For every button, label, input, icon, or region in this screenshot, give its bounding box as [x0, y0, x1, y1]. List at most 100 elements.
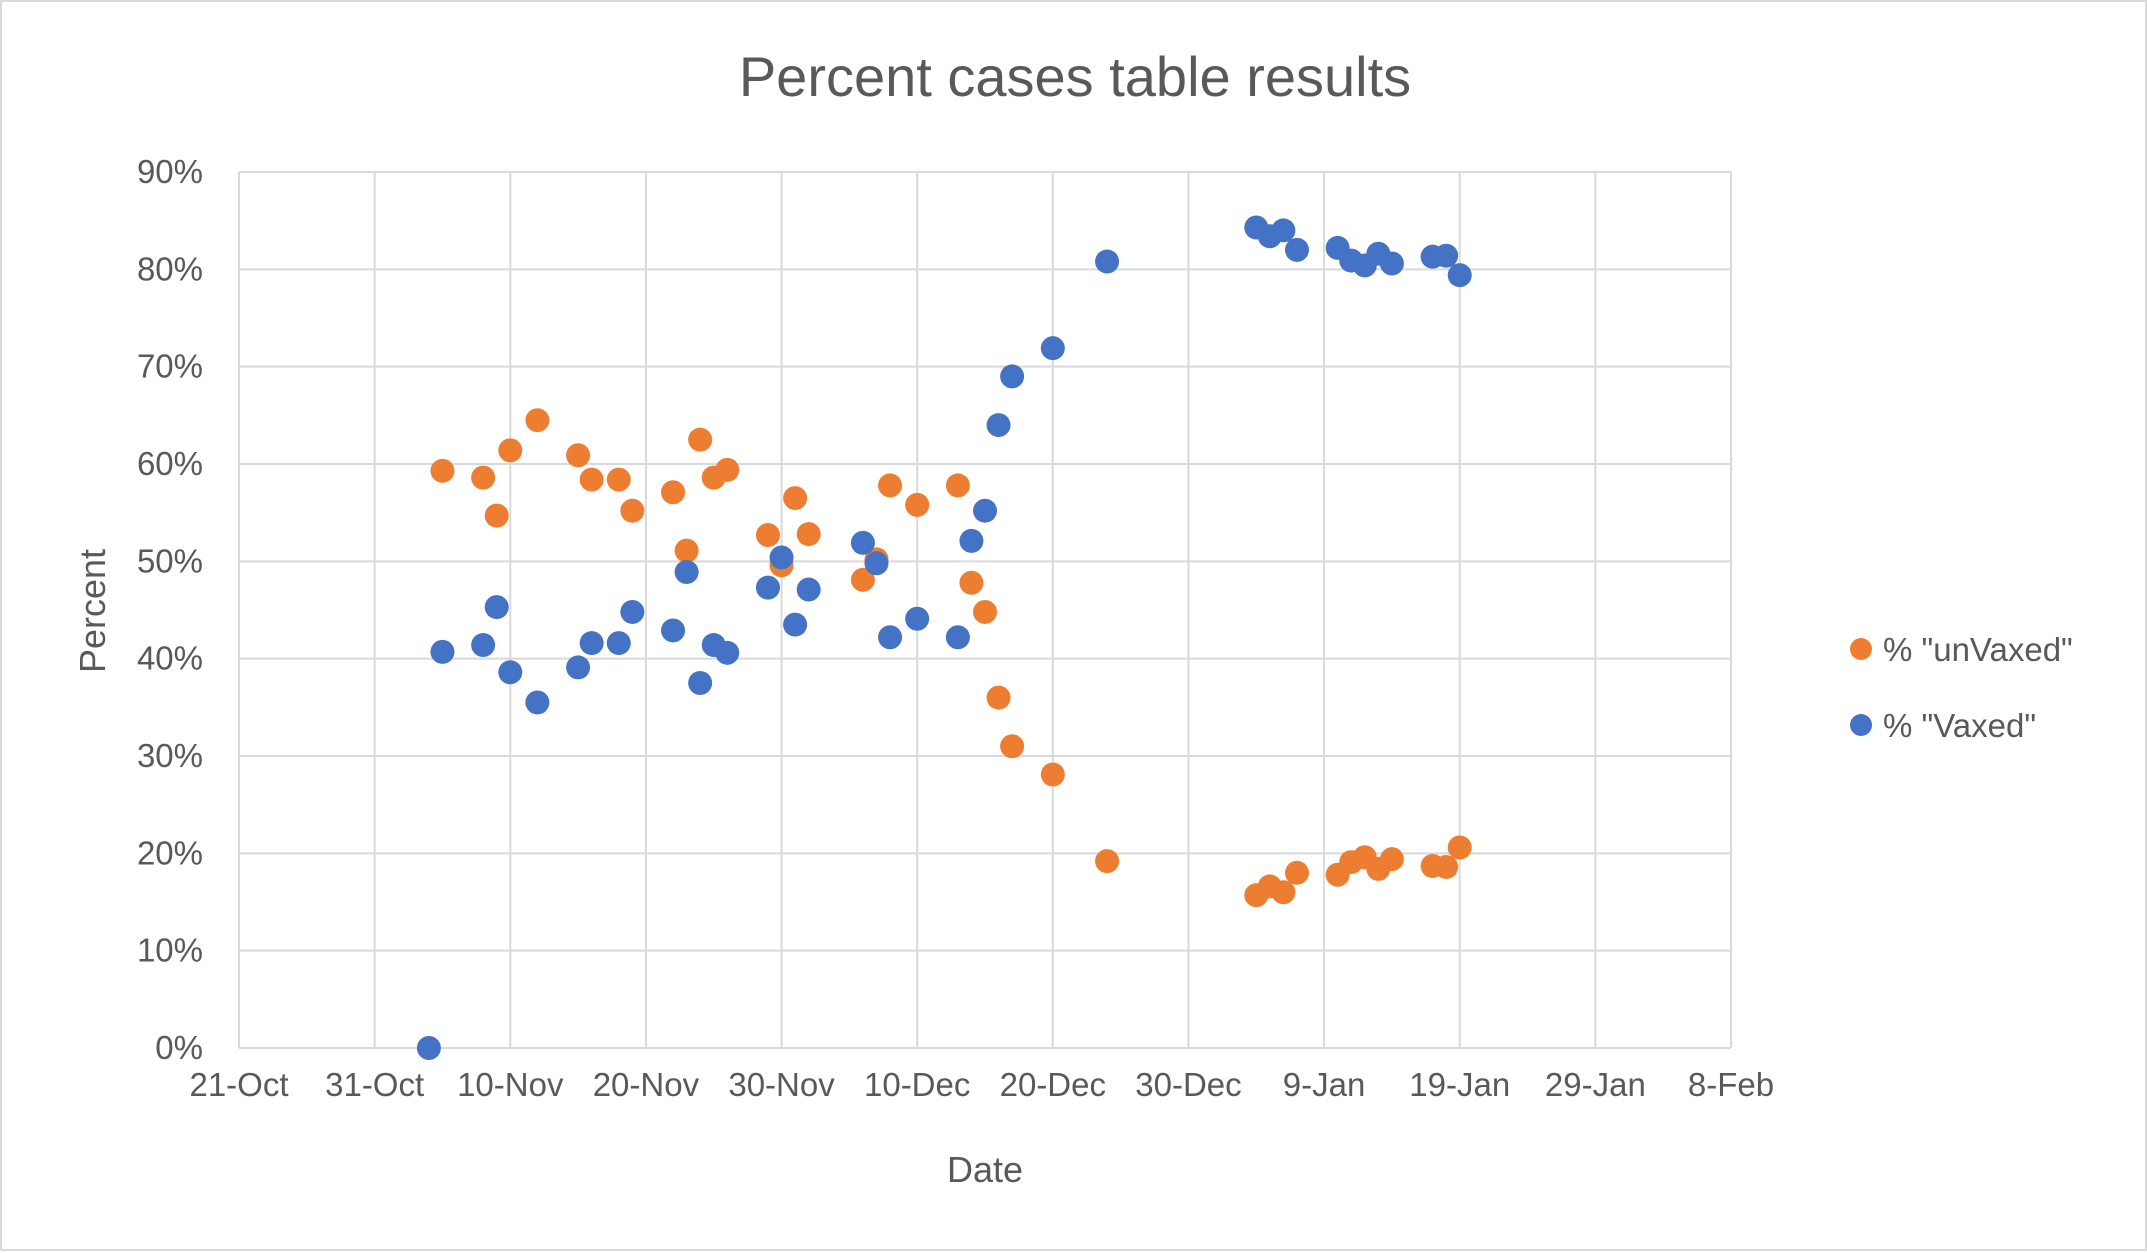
unvaxed-point — [688, 427, 713, 452]
vaxed-point — [471, 633, 496, 658]
x-tick-label: 20-Dec — [1000, 1066, 1106, 1103]
vaxed-point — [1000, 364, 1025, 389]
vaxed-point — [430, 639, 455, 664]
vaxed-point — [688, 671, 713, 695]
unvaxed-point — [674, 538, 699, 563]
y-tick-label: 30% — [137, 737, 203, 774]
vaxed-point — [661, 618, 686, 643]
vaxed-point — [878, 625, 903, 650]
legend-label: % "unVaxed" — [1883, 631, 2073, 668]
vaxed-point — [769, 545, 794, 570]
vaxed-point — [905, 606, 930, 631]
y-tick-label: 0% — [155, 1029, 203, 1066]
unvaxed-point — [525, 408, 550, 433]
x-tick-label: 10-Nov — [457, 1066, 564, 1103]
legend: % "unVaxed" % "Vaxed" — [1850, 631, 2073, 744]
vaxed-point — [1095, 249, 1120, 274]
vaxed-point — [1040, 336, 1065, 361]
x-axis-tick-labels: 21-Oct 31-Oct 10-Nov 20-Nov 30-Nov 10-Dec 20-D… — [189, 1066, 1774, 1103]
legend-marker — [1850, 714, 1872, 736]
vaxed-point — [620, 599, 645, 624]
y-tick-label: 50% — [137, 542, 203, 579]
unvaxed-point — [959, 570, 984, 595]
unvaxed-point — [755, 523, 780, 548]
vaxed-point — [525, 690, 550, 715]
data-points — [416, 215, 1472, 1060]
unvaxed-point — [715, 457, 740, 482]
x-tick-label: 30-Dec — [1135, 1066, 1241, 1103]
y-axis-tick-labels: 0% 10% 20% 30% 40% 50% 60% 70% 80% 90% — [137, 153, 203, 1066]
x-axis-title: Date — [947, 1149, 1023, 1190]
vaxed-point — [606, 631, 631, 656]
vaxed-point — [579, 631, 604, 656]
unvaxed-point — [1000, 734, 1025, 759]
x-tick-label: 10-Dec — [864, 1066, 970, 1103]
unvaxed-point — [945, 473, 970, 498]
y-tick-label: 60% — [137, 445, 203, 482]
vaxed-point — [986, 413, 1011, 438]
unvaxed-point — [566, 443, 591, 468]
vaxed-point — [796, 577, 821, 602]
x-tick-label: 30-Nov — [728, 1066, 835, 1103]
unvaxed-point — [620, 498, 645, 523]
vaxed-point — [783, 612, 808, 637]
vaxed-point — [498, 660, 523, 685]
vaxed-point — [755, 575, 780, 600]
unvaxed-point — [661, 480, 686, 505]
unvaxed-point — [1095, 849, 1120, 874]
unvaxed-point — [606, 467, 631, 492]
unvaxed-point — [579, 467, 604, 492]
unvaxed-point — [878, 473, 903, 498]
vaxed-point — [416, 1036, 441, 1060]
vaxed-point — [1379, 251, 1404, 276]
unvaxed-point — [986, 685, 1011, 710]
unvaxed-point — [484, 503, 509, 528]
gridlines — [238, 171, 1732, 1049]
vaxed-point — [566, 655, 591, 680]
vaxed-point — [1284, 237, 1309, 262]
x-tick-label: 29-Jan — [1545, 1066, 1646, 1103]
unvaxed-point — [1379, 847, 1404, 872]
x-tick-label: 19-Jan — [1409, 1066, 1510, 1103]
vaxed-point — [1434, 243, 1459, 268]
x-tick-label: 8-Feb — [1688, 1066, 1774, 1103]
x-tick-label: 9-Jan — [1283, 1066, 1366, 1103]
y-tick-label: 10% — [137, 932, 203, 969]
vaxed-point — [945, 625, 970, 650]
vaxed-point — [959, 528, 984, 553]
y-tick-label: 40% — [137, 640, 203, 677]
unvaxed-point — [1447, 835, 1472, 860]
vaxed-point — [674, 560, 699, 585]
vaxed-point — [850, 530, 875, 555]
y-tick-label: 20% — [137, 834, 203, 871]
unvaxed-point — [796, 522, 821, 547]
unvaxed-point — [430, 458, 455, 483]
unvaxed-point — [1434, 854, 1459, 879]
vaxed-point — [484, 595, 509, 620]
unvaxed-point — [973, 599, 997, 624]
vaxed-point — [1447, 263, 1472, 288]
y-tick-label: 90% — [137, 153, 203, 190]
vaxed-point — [1271, 218, 1296, 243]
legend-label: % "Vaxed" — [1883, 707, 2036, 744]
y-tick-label: 80% — [137, 250, 203, 287]
y-tick-label: 70% — [137, 348, 203, 385]
y-axis-title: Percent — [72, 549, 113, 673]
vaxed-point — [864, 551, 889, 576]
x-tick-label: 20-Nov — [593, 1066, 700, 1103]
unvaxed-point — [1284, 860, 1309, 885]
x-tick-label: 21-Oct — [189, 1066, 288, 1103]
unvaxed-point — [783, 486, 808, 511]
legend-marker — [1850, 638, 1872, 660]
unvaxed-point — [1271, 880, 1296, 905]
x-tick-label: 31-Oct — [325, 1066, 424, 1103]
unvaxed-point — [498, 438, 523, 463]
vaxed-point — [715, 640, 740, 665]
unvaxed-point — [471, 465, 496, 490]
vaxed-point — [973, 498, 997, 523]
unvaxed-point — [850, 567, 875, 592]
unvaxed-point — [905, 492, 930, 517]
unvaxed-point — [1040, 762, 1065, 787]
